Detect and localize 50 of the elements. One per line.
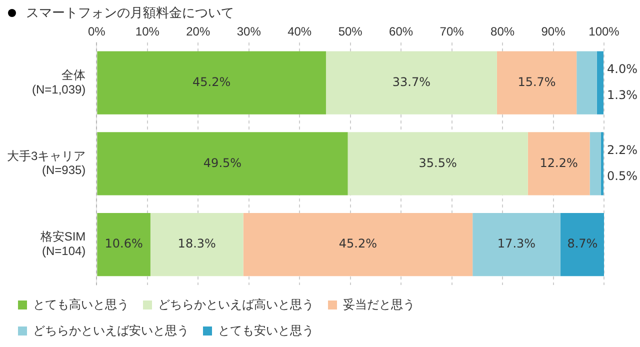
data-label: 10.6% — [104, 236, 143, 251]
bar — [596, 51, 604, 114]
data-label: 17.3% — [497, 236, 536, 251]
bar — [326, 51, 497, 114]
x-tick-label: 40% — [288, 24, 312, 39]
data-label: 49.5% — [203, 156, 242, 170]
x-tick-label: 20% — [186, 24, 210, 39]
data-label: 45.2% — [338, 236, 378, 251]
data-label: 35.5% — [418, 156, 457, 170]
data-label: 33.7% — [392, 74, 431, 89]
x-tick-label: 60% — [389, 24, 414, 39]
x-tick-label: 10% — [135, 24, 160, 39]
legend-label: どちらかといえば高いと思う — [158, 297, 314, 312]
bar — [590, 132, 601, 196]
x-tick-label: 30% — [236, 24, 262, 39]
y-tick-label: 全体 (N=1,039) — [32, 68, 86, 96]
legend-label: どちらかといえば安いと思う — [33, 323, 189, 338]
bar — [150, 213, 244, 276]
legend-label: とても安いと思う — [218, 323, 314, 338]
data-label: 18.3% — [178, 236, 216, 251]
data-label: 45.2% — [192, 74, 231, 89]
bar — [472, 213, 560, 276]
legend-label: 妥当だと思う — [343, 297, 415, 312]
x-tick-label: 50% — [338, 24, 363, 39]
bar — [600, 132, 604, 196]
bar — [576, 51, 597, 114]
data-label: 12.2% — [540, 156, 578, 170]
data-label: 2.2% — [607, 142, 638, 157]
bar — [97, 213, 150, 276]
bar — [560, 213, 604, 276]
data-label: 15.7% — [518, 74, 556, 89]
data-label: 4.0% — [607, 62, 638, 76]
y-tick-label: 大手3キャリア (N=935) — [6, 148, 86, 178]
data-label: 0.5% — [607, 168, 638, 183]
y-tick-label: 格安SIM (N=104) — [39, 230, 86, 258]
x-tick-label: 80% — [490, 24, 515, 39]
x-tick-label: 90% — [541, 24, 566, 39]
x-tick-label: 100% — [588, 24, 620, 39]
chart-title: スマートフォンの月額料金について — [26, 5, 234, 22]
bar — [528, 132, 590, 196]
x-tick-label: 70% — [440, 24, 464, 39]
data-label: 8.7% — [567, 236, 598, 251]
bar — [97, 132, 348, 196]
data-label: 1.3% — [607, 88, 638, 102]
bar — [97, 51, 326, 114]
legend-label: とても高いと思う — [33, 297, 129, 312]
bar — [496, 51, 577, 114]
bar — [243, 213, 473, 276]
x-tick-label: 0% — [88, 24, 106, 39]
bar — [348, 132, 528, 196]
